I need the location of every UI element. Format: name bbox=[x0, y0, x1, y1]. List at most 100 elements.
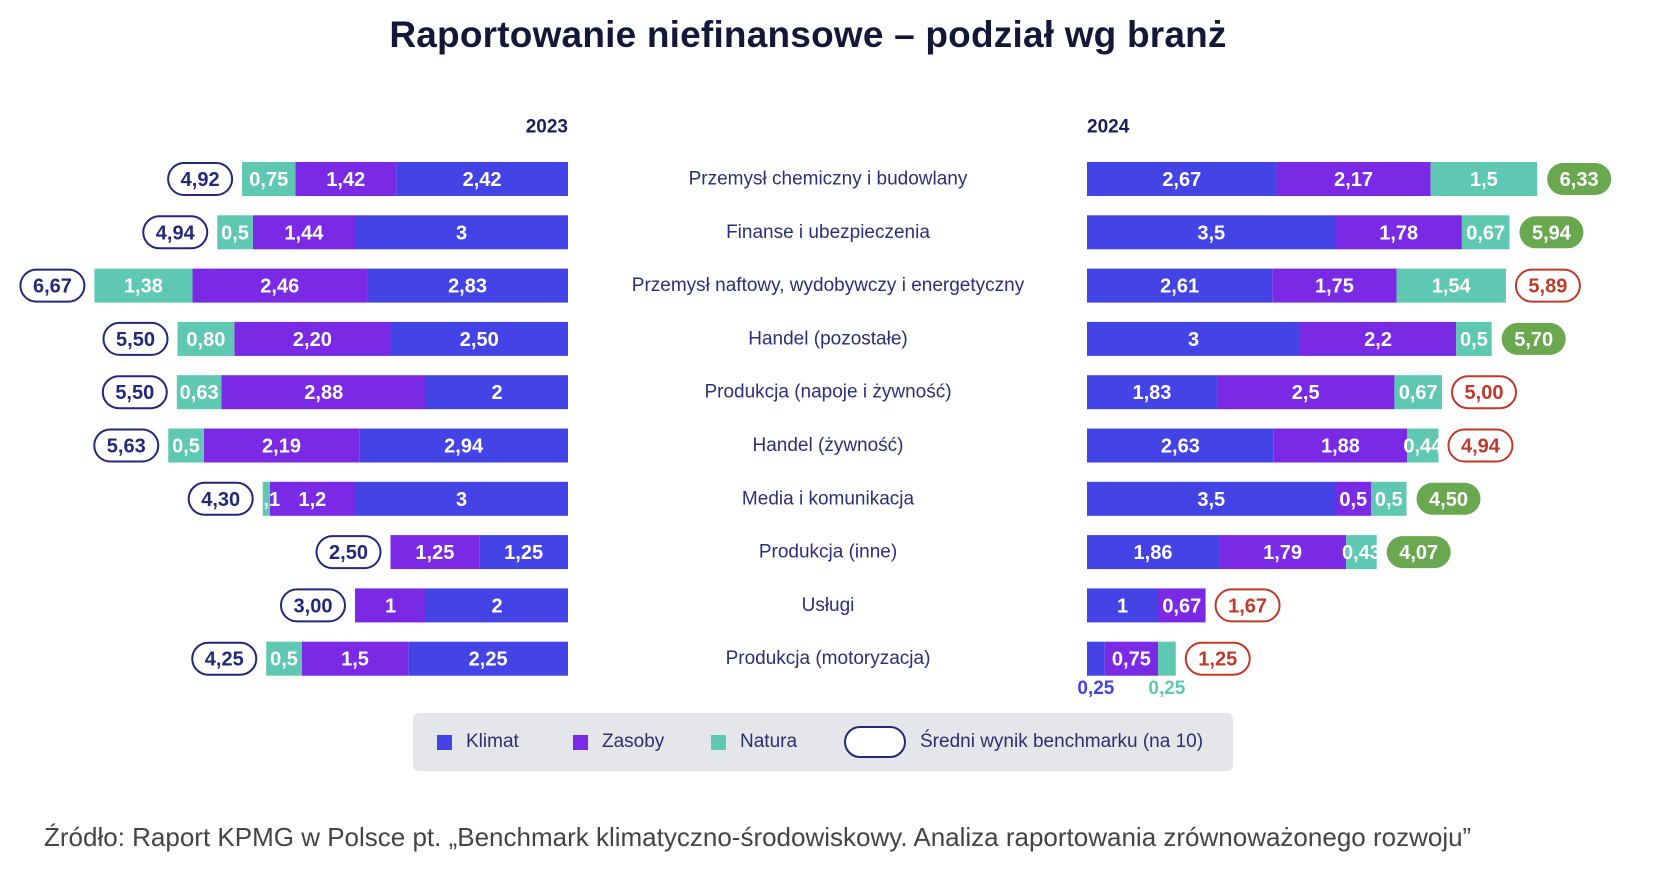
benchmark-pill-2024 bbox=[1416, 482, 1481, 515]
category-label: Produkcja (napoje i żywność) bbox=[704, 382, 951, 403]
category-label: Produkcja (motoryzacja) bbox=[726, 648, 931, 669]
bar-2023-natura bbox=[266, 641, 302, 676]
benchmark-pill-2023 bbox=[315, 535, 382, 570]
bar-label-2023-zasoby: 2,46 bbox=[260, 276, 299, 298]
bar-2023-natura bbox=[176, 375, 222, 410]
benchmark-value-2024: 4,94 bbox=[1461, 436, 1501, 458]
bar-label-2023-klimat: 3 bbox=[456, 489, 467, 511]
benchmark-value-2024: 1,67 bbox=[1228, 595, 1267, 617]
bar-2024-klimat bbox=[1087, 535, 1220, 570]
bar-label-2023-klimat: 2,50 bbox=[460, 329, 499, 351]
bar-label-2023-natura: 0,5 bbox=[221, 222, 249, 244]
bar-2024-natura bbox=[1396, 268, 1506, 303]
bar-2024-klimat bbox=[1087, 375, 1217, 410]
bar-label-2023-natura: 0,5 bbox=[270, 649, 298, 671]
bar-label-2023-klimat: 2,83 bbox=[448, 276, 487, 298]
benchmark-value-2023: 4,94 bbox=[156, 222, 196, 244]
bar-label-2024-zasoby: 0,75 bbox=[1112, 649, 1151, 671]
legend-oval-benchmark bbox=[844, 726, 906, 758]
bar-label-2023-zasoby: 1,25 bbox=[415, 542, 454, 564]
bar-label-2023-klimat: 2,42 bbox=[463, 169, 502, 191]
panel-label-2024: 2024 bbox=[1087, 117, 1130, 138]
bar-label-2024-klimat: 2,61 bbox=[1160, 276, 1199, 298]
legend-item-zasoby: Zasoby bbox=[573, 713, 664, 771]
benchmark-value-2024: 5,00 bbox=[1465, 382, 1504, 404]
benchmark-pill-2024 bbox=[1447, 428, 1514, 463]
benchmark-value-2023: 5,50 bbox=[116, 329, 155, 351]
benchmark-pill-2024 bbox=[1514, 268, 1581, 303]
bar-label-2024-natura: 0,5 bbox=[1375, 489, 1403, 511]
bar-label-2024-klimat: 0,25 bbox=[1077, 678, 1114, 699]
bar-2023-natura bbox=[242, 162, 296, 196]
bar-label-2023-zasoby: 1,44 bbox=[284, 222, 324, 244]
bar-label-2024-zasoby: 2,17 bbox=[1334, 169, 1373, 191]
bar-2024-zasoby bbox=[1276, 162, 1431, 196]
bar-label-2024-klimat: 1,86 bbox=[1134, 542, 1173, 564]
benchmark-value-2024: 4,50 bbox=[1429, 489, 1468, 511]
legend-label-benchmark: Średni wynik benchmarku (na 10) bbox=[920, 731, 1204, 752]
bar-2024-natura bbox=[1158, 641, 1176, 676]
bar-label-2024-klimat: 2,63 bbox=[1161, 436, 1200, 458]
benchmark-pill-2023 bbox=[101, 375, 168, 410]
benchmark-value-2023: 6,67 bbox=[33, 276, 72, 298]
bar-label-2024-natura: 1,54 bbox=[1432, 276, 1472, 298]
legend-label-klimat: Klimat bbox=[466, 731, 519, 752]
benchmark-pill-2024 bbox=[1184, 641, 1251, 676]
bar-2023-natura bbox=[94, 268, 193, 303]
bar-label-2024-natura: 0,67 bbox=[1466, 222, 1505, 244]
bar-2023-zasoby bbox=[252, 215, 355, 250]
bar-2024-klimat bbox=[1087, 215, 1336, 250]
bar-label-2023-natura: 0,1 bbox=[252, 489, 280, 511]
bar-2023-zasoby bbox=[355, 588, 426, 623]
legend-item-natura: Natura bbox=[711, 713, 797, 771]
legend-item-benchmark: Średni wynik benchmarku (na 10) bbox=[844, 713, 1203, 771]
bar-2024-klimat bbox=[1087, 162, 1277, 196]
bar-2023-klimat bbox=[479, 535, 568, 570]
source-note: Źródło: Raport KPMG w Polsce pt. „Benchm… bbox=[44, 822, 1472, 852]
benchmark-value-2024: 5,70 bbox=[1514, 329, 1553, 351]
bar-2023-natura bbox=[262, 481, 270, 516]
panel-label-2023: 2023 bbox=[526, 117, 568, 138]
benchmark-pill-2023 bbox=[191, 641, 258, 676]
bar-label-2024-natura: 1,5 bbox=[1470, 169, 1498, 191]
bar-2024-zasoby bbox=[1300, 321, 1457, 356]
bar-label-2024-klimat: 2,67 bbox=[1162, 169, 1201, 191]
bar-2024-zasoby bbox=[1335, 481, 1371, 516]
bar-label-2023-zasoby: 1 bbox=[385, 595, 396, 617]
bar-label-2024-natura: 0,67 bbox=[1399, 382, 1438, 404]
benchmark-pill-2023 bbox=[280, 588, 346, 623]
bar-label-2023-zasoby: 2,88 bbox=[304, 382, 343, 404]
bar-2023-zasoby bbox=[234, 321, 391, 356]
bar-label-2023-klimat: 2,94 bbox=[444, 436, 484, 458]
bar-2023-natura bbox=[217, 215, 253, 250]
bar-label-2024-zasoby: 0,67 bbox=[1162, 595, 1201, 617]
category-label: Media i komunikacja bbox=[742, 488, 915, 509]
legend-swatch-zasoby bbox=[573, 734, 588, 750]
legend-label-zasoby: Zasoby bbox=[602, 731, 665, 752]
bar-label-2023-zasoby: 2,19 bbox=[262, 436, 301, 458]
bar-label-2024-natura: 0,5 bbox=[1460, 329, 1488, 351]
bar-label-2023-natura: 0,80 bbox=[186, 329, 225, 351]
bar-label-2024-zasoby: 0,5 bbox=[1339, 489, 1367, 511]
legend-swatch-klimat bbox=[437, 734, 452, 750]
bar-2024-natura bbox=[1371, 481, 1407, 516]
category-label: Przemysł chemiczny i budowlany bbox=[689, 169, 968, 190]
bar-2024-zasoby bbox=[1219, 535, 1347, 570]
benchmark-pill-2024 bbox=[1519, 216, 1584, 249]
bar-label-2023-zasoby: 2,20 bbox=[293, 329, 332, 351]
bar-label-2024-natura: 0,43 bbox=[1342, 542, 1381, 564]
bar-2023-zasoby bbox=[221, 375, 426, 410]
bar-2024-klimat bbox=[1087, 428, 1274, 463]
bar-label-2024-natura: 0,44 bbox=[1403, 436, 1443, 458]
bar-label-2024-klimat: 1,83 bbox=[1132, 382, 1171, 404]
bar-label-2023-natura: 1,38 bbox=[124, 276, 163, 298]
benchmark-value-2023: 4,25 bbox=[205, 649, 244, 671]
bar-label-2024-zasoby: 2,5 bbox=[1292, 382, 1320, 404]
benchmark-pill-2023 bbox=[142, 215, 209, 250]
bar-label-2024-klimat: 3 bbox=[1188, 329, 1199, 351]
bar-2023-zasoby bbox=[269, 481, 355, 516]
bar-2024-klimat bbox=[1087, 588, 1158, 623]
benchmark-value-2023: 4,92 bbox=[181, 169, 220, 191]
bar-2024-zasoby bbox=[1158, 588, 1206, 623]
benchmark-value-2024: 5,89 bbox=[1528, 276, 1567, 298]
